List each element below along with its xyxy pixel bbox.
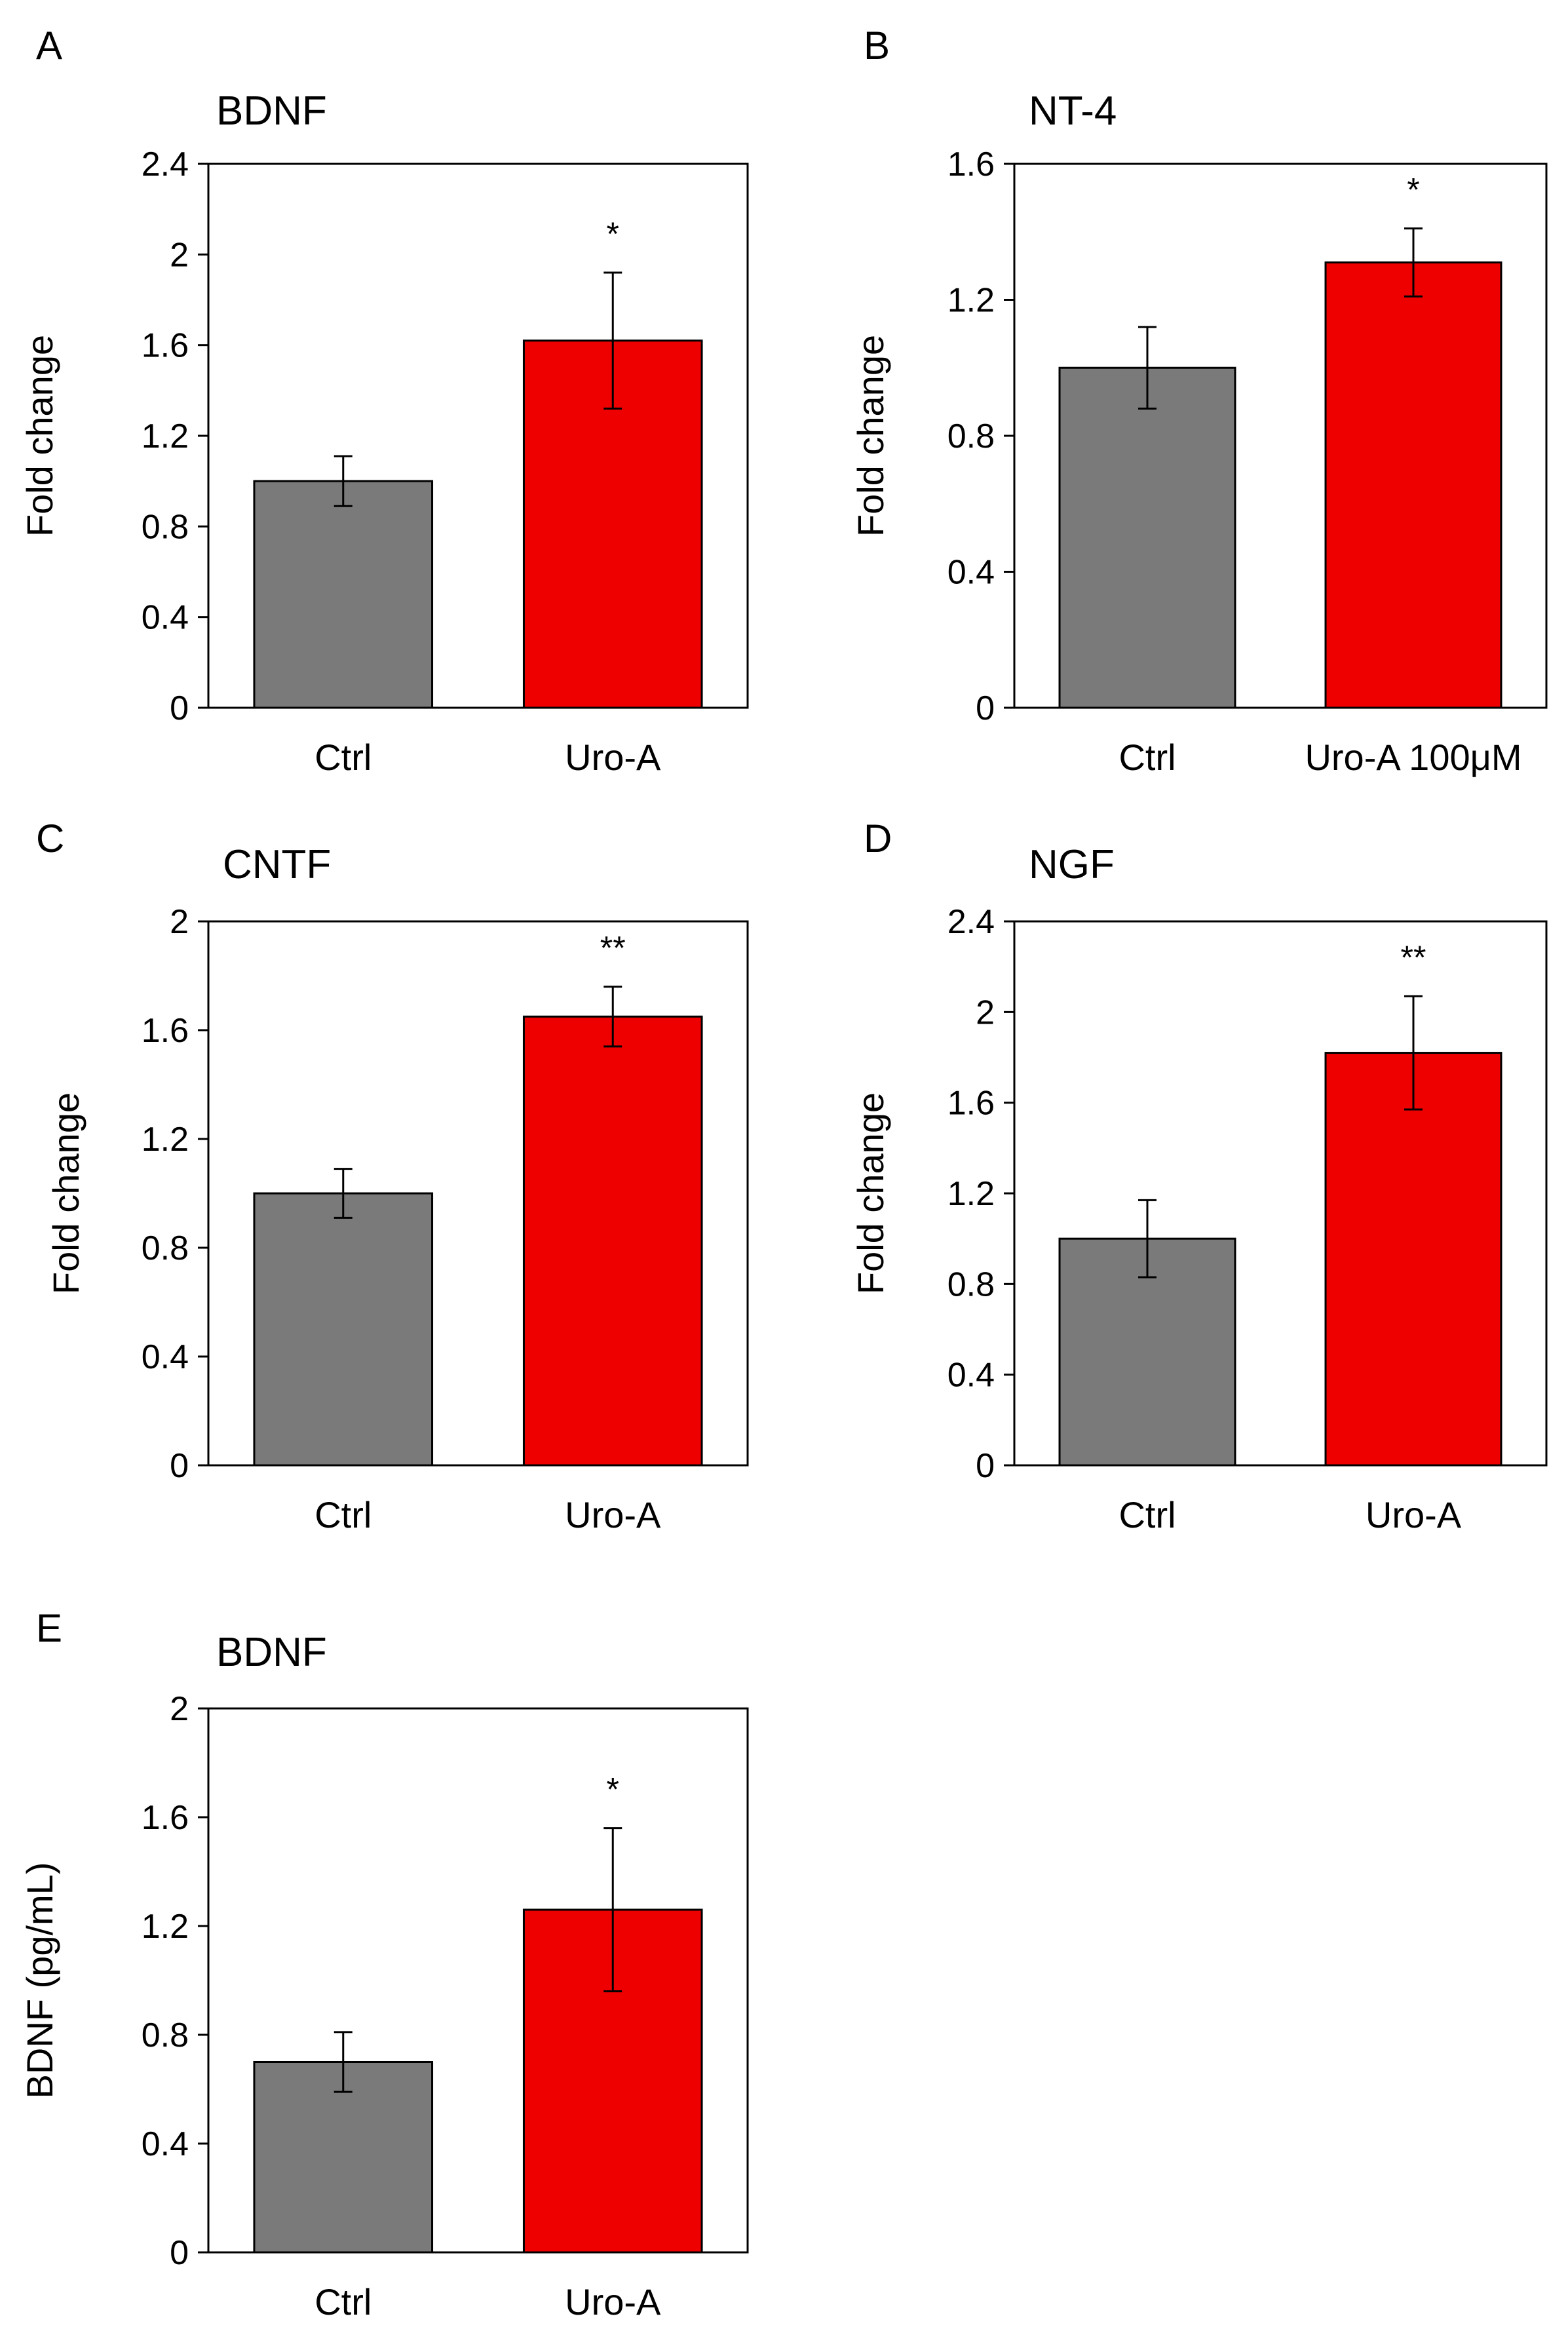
y-tick-label: 2.4 — [947, 903, 995, 941]
significance-marker: * — [607, 1771, 619, 1808]
bar-ctrl — [253, 480, 434, 709]
y-tick-label: 2 — [170, 1690, 189, 1728]
y-axis-label: Fold change — [45, 1092, 86, 1294]
y-tick-label: 2 — [976, 993, 995, 1031]
y-tick-label: 0.8 — [142, 2016, 189, 2054]
y-axis-label: Fold change — [850, 1092, 891, 1294]
bar-uro-a — [1324, 1052, 1502, 1467]
bar-ctrl — [1058, 366, 1236, 709]
significance-marker: * — [607, 216, 619, 252]
y-tick-label: 1.6 — [142, 1012, 189, 1050]
y-tick-label: 1.2 — [142, 417, 189, 455]
x-category-label: Uro-A — [565, 1494, 661, 1535]
y-tick-label: 0.8 — [947, 417, 995, 455]
panel-a: A BDNF Fold change 0 0.4 0.8 1.2 1.6 2 2.4 Ctrl * Ur… — [19, 24, 749, 778]
y-tick-label: 0.4 — [947, 1357, 995, 1395]
significance-marker: ** — [1401, 939, 1426, 976]
y-tick-label: 0 — [976, 689, 995, 727]
panel-letter: E — [36, 1606, 62, 1650]
y-tick-label: 2 — [170, 236, 189, 274]
y-tick-label: 0 — [170, 2234, 189, 2272]
y-tick-label: 0 — [170, 689, 189, 727]
y-tick-label: 1.6 — [947, 145, 995, 183]
y-tick-label: 1.2 — [947, 282, 995, 320]
y-axis-label: BDNF (pg/mL) — [19, 1862, 60, 2099]
y-tick-label: 1.2 — [947, 1175, 995, 1213]
y-tick-label: 0 — [170, 1447, 189, 1485]
y-axis-label: Fold change — [19, 335, 60, 537]
y-tick-label: 1.6 — [142, 327, 189, 365]
x-category-label: Ctrl — [315, 1494, 372, 1535]
x-category-label: Ctrl — [315, 2281, 372, 2322]
bar-uro-a — [522, 1015, 703, 1467]
panel-letter: B — [864, 24, 890, 67]
y-tick-label: 2.4 — [142, 145, 189, 183]
bar-uro-a-100-m — [1324, 261, 1502, 709]
panel-letter: A — [36, 24, 62, 67]
y-tick-label: 0.4 — [947, 554, 995, 592]
plot-frame — [207, 163, 749, 709]
plot-frame — [207, 1707, 749, 2254]
chart-title: BDNF — [216, 1630, 327, 1675]
y-tick-label: 0.4 — [142, 1338, 189, 1376]
chart-title: NGF — [1029, 842, 1115, 887]
panel-b: B NT-4 Fold change 0 0.4 0.8 1.2 1.6 Ctrl * Uro-A … — [850, 24, 1548, 778]
x-category-label: Uro-A 100μM — [1305, 737, 1521, 778]
panel-letter: C — [36, 817, 64, 860]
x-category-label: Uro-A — [565, 737, 661, 778]
bar-ctrl — [253, 1192, 434, 1467]
y-axis-label: Fold change — [850, 335, 891, 537]
y-tick-label: 0.8 — [142, 508, 189, 546]
y-tick-label: 1.6 — [947, 1085, 995, 1123]
panel-c: C CNTF Fold change 0 0.4 0.8 1.2 1.6 2 Ctrl ** Uro-… — [36, 817, 749, 1535]
y-tick-label: 1.6 — [142, 1799, 189, 1837]
plot-frame — [1013, 920, 1548, 1467]
panel-letter: D — [864, 817, 892, 860]
y-tick-label: 0.8 — [142, 1229, 189, 1267]
chart-title: BDNF — [216, 88, 327, 134]
y-tick-label: 1.2 — [142, 1121, 189, 1159]
panel-e: E BDNF BDNF (pg/mL) 0 0.4 0.8 1.2 1.6 2 Ctrl * Uro-… — [19, 1606, 749, 2322]
x-category-label: Ctrl — [1119, 1494, 1176, 1535]
y-tick-label: 1.2 — [142, 1908, 189, 1946]
plot-frame — [1013, 163, 1548, 709]
y-tick-label: 0.4 — [142, 599, 189, 637]
panel-d: D NGF Fold change 0 0.4 0.8 1.2 1.6 2 2.4 Ctrl ** Ur… — [850, 817, 1548, 1535]
y-tick-label: 0.8 — [947, 1265, 995, 1303]
significance-marker: ** — [600, 930, 626, 967]
bar-ctrl — [253, 2061, 434, 2254]
x-category-label: Ctrl — [315, 737, 372, 778]
x-category-label: Uro-A — [565, 2281, 661, 2322]
x-category-label: Ctrl — [1119, 737, 1176, 778]
chart-title: CNTF — [223, 842, 331, 887]
chart-title: NT-4 — [1029, 88, 1117, 134]
significance-marker: * — [1407, 172, 1419, 208]
y-tick-label: 2 — [170, 903, 189, 941]
x-category-label: Uro-A — [1366, 1494, 1462, 1535]
y-tick-label: 0 — [976, 1447, 995, 1485]
y-tick-label: 0.4 — [142, 2125, 189, 2163]
plot-frame — [207, 920, 749, 1467]
